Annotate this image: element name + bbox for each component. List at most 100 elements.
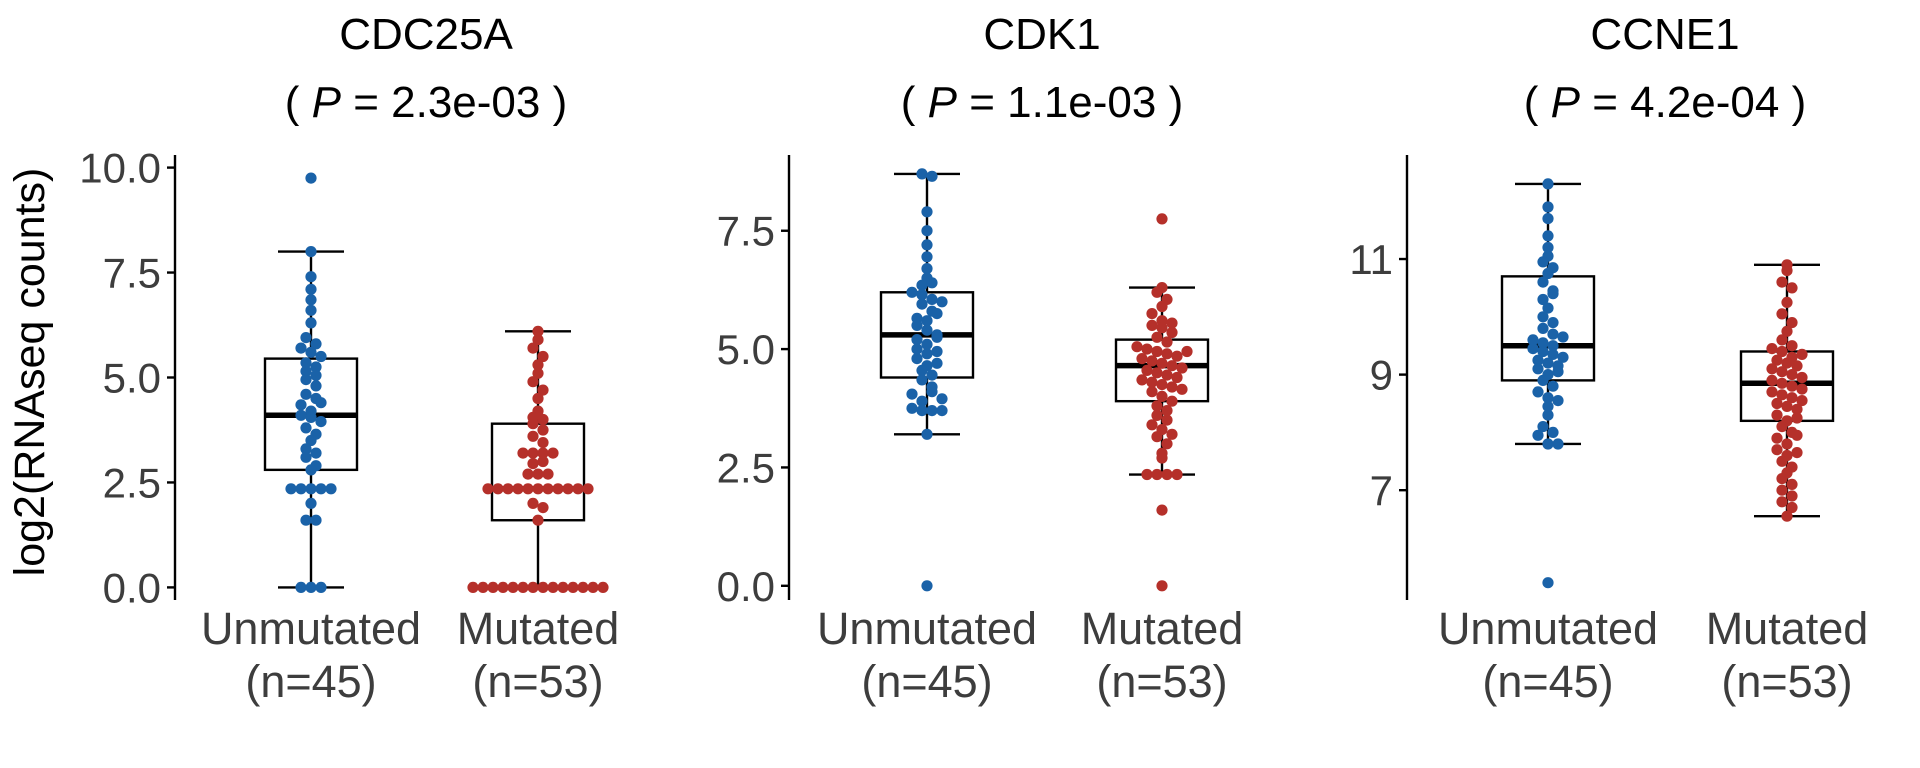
data-point xyxy=(1156,357,1168,369)
data-point xyxy=(547,581,559,594)
x-count-unmutated: (n=45) xyxy=(861,656,992,707)
data-point xyxy=(1776,276,1788,288)
data-point xyxy=(300,332,312,344)
data-point xyxy=(305,464,317,476)
data-point xyxy=(1781,400,1793,412)
data-point xyxy=(1776,389,1788,401)
panel-cdc25a: CDC25A ( P = 2.3e-03 ) 0.02.55.07.510.0 … xyxy=(79,10,619,707)
x-count-mutated: (n=53) xyxy=(472,656,603,707)
data-point xyxy=(1776,496,1788,508)
data-point xyxy=(1537,293,1549,306)
data-point xyxy=(1171,350,1183,362)
data-point xyxy=(1156,580,1168,592)
data-point xyxy=(1542,302,1554,314)
point-group xyxy=(1527,178,1808,589)
y-axis: 0.0 2.5 5.0 7.5 xyxy=(717,155,791,610)
data-point xyxy=(911,334,923,346)
data-point xyxy=(300,422,312,434)
data-point xyxy=(1542,577,1554,589)
data-point xyxy=(532,334,544,346)
data-point xyxy=(906,402,918,414)
data-point xyxy=(532,514,544,526)
data-point xyxy=(537,581,549,594)
data-point xyxy=(1547,340,1559,352)
data-point xyxy=(527,430,539,442)
data-point xyxy=(1161,468,1173,481)
data-point xyxy=(921,348,933,360)
data-point xyxy=(1156,390,1168,402)
data-point xyxy=(1542,230,1554,242)
data-point xyxy=(921,315,933,327)
data-point xyxy=(300,443,312,455)
data-point xyxy=(310,447,322,459)
data-point xyxy=(1151,431,1163,443)
y-axis: 0.0 2.5 5.0 7.5 10.0 xyxy=(79,145,177,611)
data-point xyxy=(1161,348,1173,360)
x-count-mutated: (n=53) xyxy=(1721,656,1852,707)
x-count-unmutated: (n=45) xyxy=(245,656,376,707)
y-tick-label: 5.0 xyxy=(717,326,775,373)
data-point xyxy=(1552,366,1564,378)
data-point xyxy=(1146,376,1158,388)
data-point xyxy=(557,581,569,594)
data-point xyxy=(1781,510,1793,522)
data-point xyxy=(921,580,933,592)
panel-title-gene: CCNE1 xyxy=(1590,10,1739,59)
data-point xyxy=(1776,377,1788,389)
x-count-unmutated: (n=45) xyxy=(1482,656,1613,707)
data-point xyxy=(926,369,938,381)
y-axis-label: log2(RNAseq counts) xyxy=(6,168,54,577)
data-point xyxy=(1786,380,1798,392)
data-point xyxy=(1542,201,1554,213)
data-point xyxy=(1166,428,1178,440)
x-label-mutated: Mutated xyxy=(1706,603,1869,654)
y-tick-label: 11 xyxy=(1349,236,1393,283)
data-point xyxy=(305,317,317,329)
data-point xyxy=(305,246,317,258)
data-point xyxy=(1151,409,1163,421)
data-point xyxy=(295,399,307,411)
data-point xyxy=(587,581,599,594)
data-point xyxy=(567,581,579,594)
data-point xyxy=(1542,267,1554,280)
x-label-mutated: Mutated xyxy=(457,603,620,654)
data-point xyxy=(1786,369,1798,381)
data-point xyxy=(931,331,943,343)
data-point xyxy=(305,434,317,447)
data-point xyxy=(305,581,317,594)
data-point xyxy=(1781,438,1793,450)
data-point xyxy=(1141,364,1153,376)
data-point xyxy=(527,497,539,509)
data-point xyxy=(1791,429,1803,441)
data-point xyxy=(492,483,504,495)
y-tick-label: 9 xyxy=(1370,352,1393,399)
data-point xyxy=(310,380,322,392)
data-point xyxy=(1151,286,1163,298)
data-point xyxy=(300,374,312,386)
panel-ccne1: CCNE1 ( P = 4.2e-04 ) 7 9 11 Unmutated (n=… xyxy=(1349,10,1868,707)
data-point xyxy=(597,581,609,594)
data-point xyxy=(1141,343,1153,355)
p-label: P xyxy=(1551,78,1581,127)
data-point xyxy=(926,386,938,398)
data-point xyxy=(926,170,938,182)
data-point xyxy=(1532,354,1544,366)
data-point xyxy=(537,502,549,514)
data-point xyxy=(1146,386,1158,398)
data-point xyxy=(300,357,312,369)
data-point xyxy=(921,428,933,440)
data-point xyxy=(527,458,539,470)
x-count-mutated: (n=53) xyxy=(1096,656,1227,707)
data-point xyxy=(1176,362,1188,374)
data-point xyxy=(300,365,312,377)
data-point xyxy=(1766,343,1778,355)
data-point xyxy=(1527,343,1539,355)
data-point xyxy=(1796,383,1808,395)
data-point xyxy=(315,350,327,363)
data-point xyxy=(1771,432,1783,444)
data-point xyxy=(1542,409,1554,421)
data-point xyxy=(532,325,544,337)
data-point xyxy=(936,405,948,417)
data-point xyxy=(1557,331,1569,343)
